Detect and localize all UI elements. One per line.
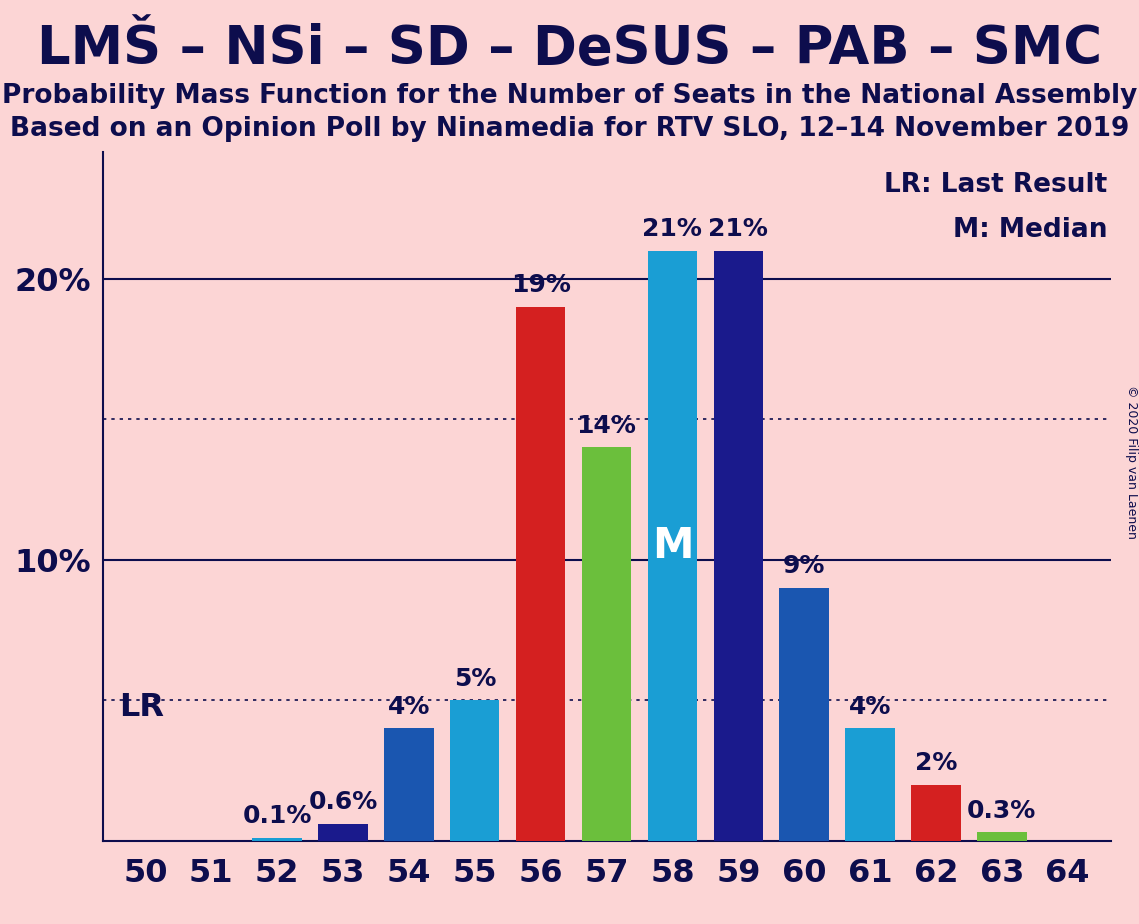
Bar [253,838,302,841]
Text: M: M [652,525,694,566]
Bar [582,447,631,841]
Bar [516,307,565,841]
Text: LMŠ – NSi – SD – DeSUS – PAB – SMC: LMŠ – NSi – SD – DeSUS – PAB – SMC [36,23,1103,75]
Text: 19%: 19% [510,274,571,298]
Bar [779,588,829,841]
Text: Probability Mass Function for the Number of Seats in the National Assembly: Probability Mass Function for the Number… [2,83,1137,109]
Text: © 2020 Filip van Laenen: © 2020 Filip van Laenen [1124,385,1138,539]
Bar [713,250,763,841]
Text: M: Median: M: Median [952,217,1107,243]
Text: 2%: 2% [915,751,957,775]
Bar [450,700,500,841]
Bar [648,250,697,841]
Text: 0.1%: 0.1% [243,804,312,828]
Text: 0.3%: 0.3% [967,798,1036,822]
Text: 0.6%: 0.6% [309,790,378,814]
Bar [977,833,1026,841]
Text: 14%: 14% [576,414,637,438]
Text: LR: Last Result: LR: Last Result [884,172,1107,198]
Text: 9%: 9% [782,554,826,578]
Text: 21%: 21% [708,217,768,241]
Bar [911,784,960,841]
Bar [318,824,368,841]
Bar [384,728,434,841]
Text: 5%: 5% [453,666,495,690]
Text: 4%: 4% [387,695,431,719]
Text: 4%: 4% [849,695,891,719]
Bar [845,728,895,841]
Text: Based on an Opinion Poll by Ninamedia for RTV SLO, 12–14 November 2019: Based on an Opinion Poll by Ninamedia fo… [10,116,1129,141]
Text: 21%: 21% [642,217,703,241]
Text: LR: LR [118,692,164,723]
